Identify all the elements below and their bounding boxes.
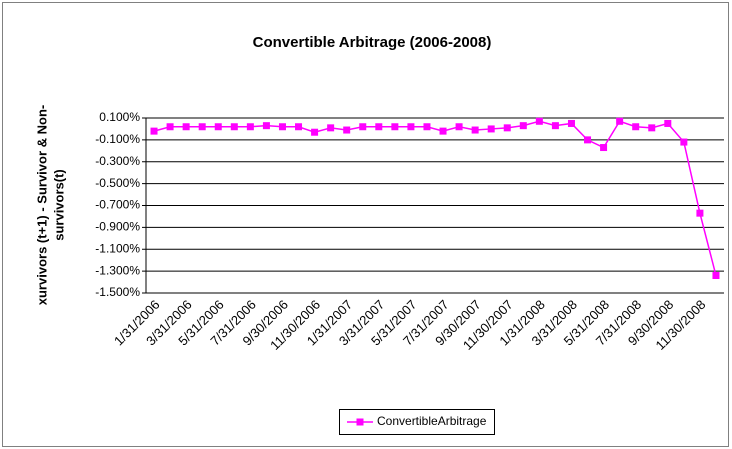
data-point: [278, 123, 286, 131]
y-tick-label: -1.500%: [95, 285, 140, 299]
data-point: [648, 124, 656, 132]
legend-label: ConvertibleArbitrage: [377, 414, 487, 428]
data-point: [407, 123, 415, 131]
y-axis-title-line: xurvivors (t+1) - Survivor & Non-: [34, 105, 49, 305]
data-point: [519, 122, 527, 130]
y-axis-title: xurvivors (t+1) - Survivor & Non- surviv…: [34, 105, 66, 305]
data-point: [471, 126, 479, 134]
data-point: [391, 123, 399, 131]
data-point: [262, 122, 270, 130]
data-point: [535, 117, 543, 125]
y-tick-label: -0.100%: [95, 132, 140, 146]
y-tick-label: -0.700%: [95, 198, 140, 212]
data-point: [664, 119, 672, 127]
data-point: [584, 136, 592, 144]
y-tick-label: -0.900%: [95, 220, 140, 234]
data-point: [295, 123, 303, 131]
data-point: [439, 127, 447, 135]
data-point: [327, 124, 335, 132]
data-point: [359, 123, 367, 131]
data-point: [343, 126, 351, 134]
y-tick-label: -0.500%: [95, 176, 140, 190]
data-point: [182, 123, 190, 131]
y-tick-label: -1.100%: [95, 241, 140, 255]
data-point: [487, 125, 495, 133]
y-tick-label: -0.300%: [95, 154, 140, 168]
data-point: [600, 144, 608, 152]
data-point: [198, 123, 206, 131]
data-point: [632, 123, 640, 131]
data-point: [551, 122, 559, 130]
data-point: [311, 128, 319, 136]
data-point: [616, 117, 624, 125]
data-point: [375, 123, 383, 131]
data-point: [455, 123, 463, 131]
data-point: [503, 124, 511, 132]
data-point: [246, 123, 254, 131]
data-point: [680, 138, 688, 146]
data-point: [214, 123, 222, 131]
data-point: [567, 119, 575, 127]
data-point: [150, 127, 158, 135]
data-point: [166, 123, 174, 131]
data-point: [230, 123, 238, 131]
chart-title: Convertible Arbitrage (2006-2008): [253, 34, 492, 51]
y-tick-label: -1.300%: [95, 263, 140, 277]
data-point: [712, 272, 720, 279]
legend-marker: [356, 418, 364, 426]
y-tick-label: 0.100%: [99, 110, 140, 124]
data-point: [423, 123, 431, 131]
y-axis-title-line: survivors(t): [51, 169, 66, 241]
data-point: [696, 209, 704, 217]
